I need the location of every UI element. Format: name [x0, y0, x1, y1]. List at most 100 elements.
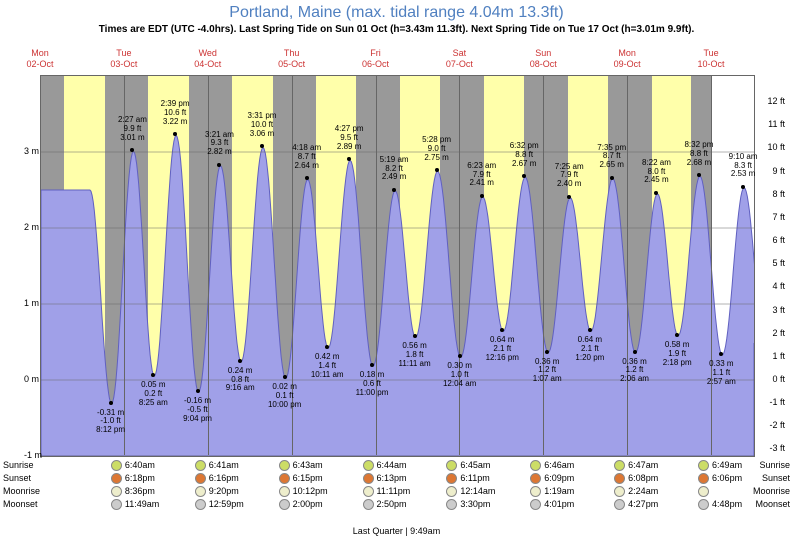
tide-annotation: 6:32 pm8.8 ft2.67 m — [499, 142, 549, 168]
sunmoon-time: 4:27pm — [628, 499, 658, 509]
moonrise-icon — [363, 486, 374, 497]
sunmoon-time: 6:11pm — [460, 473, 489, 483]
sunmoon-cell: 6:45am — [446, 460, 490, 471]
y-tick-right: 12 ft — [767, 96, 785, 106]
y-tick-right: 6 ft — [772, 235, 785, 245]
sunrise-icon — [698, 460, 709, 471]
sunrise-icon — [195, 460, 206, 471]
sunset-icon — [111, 473, 122, 484]
sunmoon-cell: 6:44am — [363, 460, 407, 471]
sunmoon-time: 11:11pm — [377, 486, 411, 496]
day-divider — [376, 75, 377, 455]
day-divider — [459, 75, 460, 455]
sunmoon-time: 6:18pm — [125, 473, 155, 483]
sunmoon-time: 12:14am — [460, 486, 495, 496]
sunmoon-cell: 6:49am — [698, 460, 742, 471]
sunmoon-time: 6:09pm — [544, 473, 574, 483]
tide-annotation: 5:28 pm9.0 ft2.75 m — [412, 136, 462, 162]
tide-point — [633, 350, 637, 354]
y-tick-right: 5 ft — [772, 258, 785, 268]
day-label: Tue10-Oct — [691, 48, 731, 70]
moonrise-icon — [195, 486, 206, 497]
sunmoon-cell: 12:59pm — [195, 499, 244, 510]
sunmoon-time: 4:48pm — [712, 499, 742, 509]
sunmoon-time: 6:43am — [293, 460, 323, 470]
day-divider — [40, 75, 41, 455]
sunmoon-cell: 6:16pm — [195, 473, 239, 484]
y-tick-right: 11 ft — [768, 119, 785, 129]
moonset-icon — [530, 499, 541, 510]
tide-annotation: 0.05 m0.2 ft8:25 am — [128, 381, 178, 407]
sunmoon-cell: 6:47am — [614, 460, 658, 471]
sunmoon-cell: 4:01pm — [530, 499, 574, 510]
sunmoon-cell: 6:15pm — [279, 473, 323, 484]
sunmoon-time: 6:16pm — [209, 473, 239, 483]
y-tick-left: 0 m — [24, 374, 39, 384]
tide-annotation: 0.56 m1.8 ft11:11 am — [390, 342, 440, 368]
sunmoon-cell: 4:27pm — [614, 499, 658, 510]
sunmoon-cell: 6:08pm — [614, 473, 658, 484]
bottom-row-label: Moonrise — [3, 486, 40, 496]
tide-point — [480, 194, 484, 198]
sunmoon-time: 6:46am — [544, 460, 574, 470]
y-tick-right: 0 ft — [772, 374, 785, 384]
sunmoon-time: 8:36pm — [125, 486, 155, 496]
moonrise-icon — [446, 486, 457, 497]
day-divider — [543, 75, 544, 455]
y-tick-left: -1 m — [24, 450, 42, 460]
tide-annotation: 8:32 pm8.8 ft2.68 m — [674, 141, 724, 167]
sunmoon-cell: 6:40am — [111, 460, 155, 471]
tide-annotation: 0.58 m1.9 ft2:18 pm — [652, 341, 702, 367]
day-label: Sat07-Oct — [439, 48, 479, 70]
sunset-icon — [446, 473, 457, 484]
sunmoon-time: 6:44am — [377, 460, 407, 470]
tide-annotation: 9:10 am8.3 ft2.53 m — [718, 153, 768, 179]
bottom-row-label: Sunset — [762, 473, 790, 483]
tide-point — [567, 195, 571, 199]
y-tick-right: 2 ft — [772, 328, 785, 338]
moonrise-icon — [698, 486, 709, 497]
y-tick-right: 7 ft — [772, 212, 785, 222]
sunset-icon — [614, 473, 625, 484]
tide-annotation: -0.31 m-1.0 ft8:12 pm — [86, 409, 136, 435]
tide-annotation: 0.64 m2.1 ft1:20 pm — [565, 336, 615, 362]
sunmoon-time: 2:24am — [628, 486, 658, 496]
y-tick-right: 8 ft — [772, 189, 785, 199]
sunmoon-time: 3:30pm — [460, 499, 490, 509]
sunset-icon — [363, 473, 374, 484]
sunmoon-cell: 6:13pm — [363, 473, 407, 484]
tide-chart: Portland, Maine (max. tidal range 4.04m … — [0, 0, 793, 539]
sunmoon-cell: 3:30pm — [446, 499, 490, 510]
moonset-icon — [614, 499, 625, 510]
bottom-row-label: Sunset — [3, 473, 31, 483]
sunset-icon — [279, 473, 290, 484]
footer-note: Last Quarter | 9:49am — [353, 526, 440, 536]
y-tick-left: 2 m — [24, 222, 39, 232]
sunmoon-cell: 6:46am — [530, 460, 574, 471]
sunmoon-time: 4:01pm — [544, 499, 574, 509]
moonset-icon — [279, 499, 290, 510]
sunmoon-time: 9:20pm — [209, 486, 239, 496]
sunmoon-cell: 11:49am — [111, 499, 159, 510]
sunmoon-time: 6:06pm — [712, 473, 742, 483]
moonrise-icon — [614, 486, 625, 497]
tide-point — [196, 389, 200, 393]
tide-annotation: -0.16 m-0.5 ft9:04 pm — [173, 397, 223, 423]
sunmoon-cell: 2:24am — [614, 486, 658, 497]
sunrise-icon — [363, 460, 374, 471]
sunmoon-cell: 6:43am — [279, 460, 323, 471]
sunmoon-cell: 6:41am — [195, 460, 239, 471]
tide-annotation: 0.64 m2.1 ft12:16 pm — [477, 336, 527, 362]
tide-point — [545, 350, 549, 354]
sunmoon-time: 2:00pm — [293, 499, 323, 509]
sunmoon-cell: 6:09pm — [530, 473, 574, 484]
sunrise-icon — [446, 460, 457, 471]
sunmoon-cell: 11:11pm — [363, 486, 411, 497]
bottom-row-label: Moonset — [3, 499, 38, 509]
day-label: Tue03-Oct — [104, 48, 144, 70]
moonset-icon — [195, 499, 206, 510]
tide-point — [238, 359, 242, 363]
day-label: Fri06-Oct — [356, 48, 396, 70]
moonrise-icon — [111, 486, 122, 497]
moonrise-icon — [279, 486, 290, 497]
